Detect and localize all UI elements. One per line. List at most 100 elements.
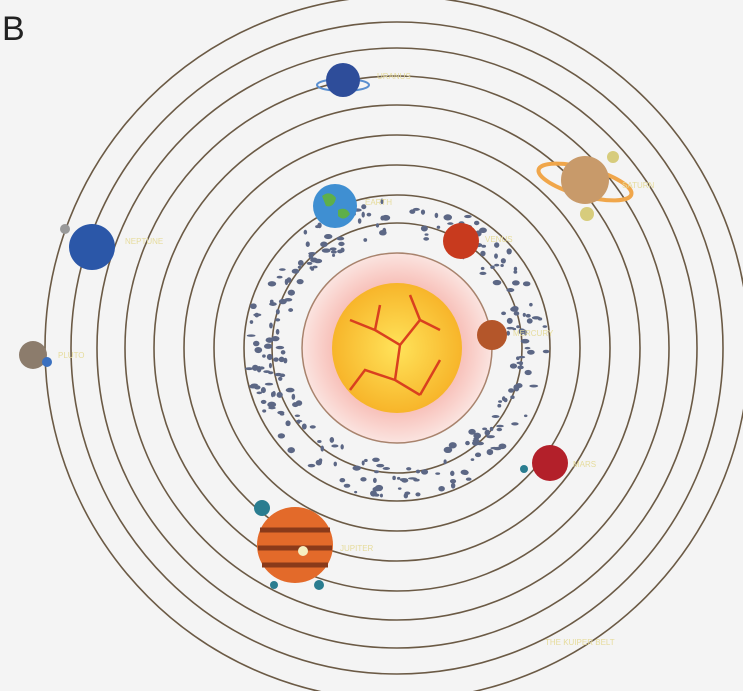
asteroid: [470, 458, 475, 461]
asteroid: [268, 362, 272, 369]
asteroid: [506, 326, 515, 330]
asteroid: [320, 445, 325, 452]
asteroid: [497, 403, 502, 408]
asteroid: [435, 472, 441, 475]
asteroid: [542, 325, 548, 328]
asteroid: [254, 312, 260, 318]
asteroid: [396, 476, 401, 480]
asteroid: [401, 478, 409, 483]
asteroid: [361, 460, 365, 466]
asteroid: [275, 345, 285, 350]
asteroid: [511, 422, 519, 426]
asteroid: [320, 241, 328, 248]
pluto-moon: [42, 357, 52, 367]
asteroid: [489, 426, 494, 431]
asteroid: [481, 244, 487, 248]
asteroid: [525, 313, 531, 318]
asteroid: [406, 467, 412, 471]
asteroid: [333, 461, 337, 467]
asteroid: [443, 446, 453, 454]
asteroid: [524, 369, 532, 376]
asteroid: [277, 433, 286, 439]
asteroid: [486, 435, 495, 439]
asteroid: [527, 349, 535, 355]
asteroid: [420, 209, 426, 215]
earth-land: [322, 193, 350, 219]
asteroid: [287, 289, 295, 296]
asteroid: [256, 391, 263, 395]
asteroid: [510, 395, 515, 399]
asteroid: [372, 457, 380, 462]
asteroid: [438, 485, 445, 492]
asteroid: [294, 414, 301, 418]
sun: [332, 283, 462, 413]
asteroid: [296, 278, 304, 285]
asteroid: [309, 266, 313, 270]
asteroid: [295, 400, 303, 406]
asteroid: [491, 415, 500, 418]
asteroid: [339, 477, 346, 483]
asteroid: [262, 409, 267, 413]
asteroid: [308, 252, 317, 255]
asteroid: [523, 414, 528, 418]
asteroid: [276, 275, 283, 279]
asteroid: [513, 270, 518, 274]
orbit: [96, 47, 698, 649]
earth: [313, 184, 357, 228]
asteroid: [526, 318, 533, 324]
asteroid: [423, 237, 430, 241]
asteroid: [415, 492, 421, 497]
asteroid: [329, 247, 337, 251]
asteroid: [343, 483, 351, 488]
asteroid: [494, 242, 500, 248]
jupiter-spot: [298, 546, 308, 556]
asteroid: [484, 429, 491, 436]
panel-label: B: [2, 10, 25, 48]
asteroid: [331, 444, 339, 448]
asteroid: [307, 463, 316, 468]
asteroid: [492, 279, 502, 286]
asteroid: [412, 207, 420, 211]
asteroid: [443, 459, 447, 465]
asteroid: [498, 443, 507, 450]
jupiter-moon: [270, 581, 278, 589]
asteroid: [520, 338, 530, 344]
asteroid: [270, 391, 275, 398]
asteroid: [472, 439, 480, 443]
jupiter-bands: [258, 527, 332, 568]
saturn: [561, 156, 609, 204]
jupiter: [257, 507, 333, 583]
asteroid: [317, 439, 322, 444]
asteroid: [468, 428, 476, 435]
asteroid: [501, 311, 507, 316]
asteroid: [252, 364, 259, 371]
asteroid: [301, 423, 307, 430]
asteroid: [352, 465, 361, 471]
orbit: [153, 104, 641, 592]
mars-moon: [520, 465, 528, 473]
asteroid: [364, 458, 368, 463]
asteroid: [380, 198, 384, 205]
asteroid: [315, 225, 320, 229]
asteroid: [508, 388, 515, 393]
asteroid: [473, 432, 482, 439]
asteroid: [278, 376, 283, 381]
asteroid: [519, 361, 523, 366]
asteroid: [448, 442, 457, 449]
asteroid: [486, 448, 494, 456]
asteroid: [291, 268, 300, 274]
asteroid: [379, 493, 383, 498]
asteroid: [496, 424, 504, 428]
asteroid: [354, 490, 358, 494]
asteroid: [424, 233, 429, 236]
asteroid: [494, 253, 498, 259]
asteroid: [269, 302, 277, 306]
orbit: [183, 134, 611, 562]
asteroid: [275, 318, 281, 322]
sun-cracks: [349, 294, 442, 397]
asteroid: [361, 211, 365, 218]
asteroid: [340, 444, 344, 450]
asteroid: [465, 477, 472, 481]
asteroid: [330, 250, 337, 254]
asteroid: [381, 214, 391, 221]
